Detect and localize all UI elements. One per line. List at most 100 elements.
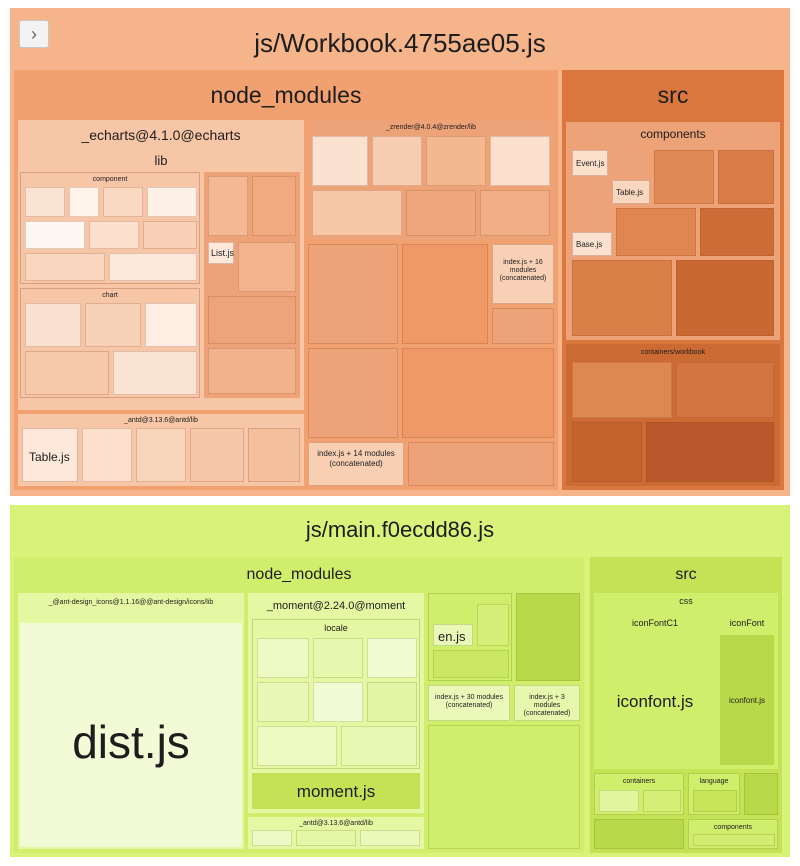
containers-folder[interactable]: containers — [594, 773, 684, 815]
module-cell[interactable] — [372, 136, 422, 186]
module-cell[interactable] — [25, 303, 81, 347]
iconfont-module[interactable]: iconfont.js — [720, 635, 774, 765]
module-cell[interactable] — [136, 428, 186, 482]
chart-folder[interactable]: chart — [20, 288, 200, 398]
module-cell[interactable] — [257, 682, 309, 722]
module-cell[interactable] — [25, 351, 109, 395]
module-cell[interactable] — [676, 260, 774, 336]
module-cluster[interactable] — [308, 244, 398, 344]
module-cell[interactable] — [103, 187, 143, 217]
module-cell[interactable] — [572, 260, 672, 336]
module-cell[interactable] — [700, 208, 774, 256]
antd-package[interactable]: _antd@3.13.6@antd/lib — [248, 817, 424, 849]
module-cell[interactable] — [147, 187, 197, 217]
module-cluster[interactable] — [402, 244, 488, 344]
src-group[interactable]: src css iconFontC1 iconfont.js iconFont … — [590, 557, 782, 853]
toggle-sidebar-button[interactable]: › — [19, 20, 49, 48]
module-cell[interactable] — [69, 187, 99, 217]
module-cell[interactable] — [693, 790, 737, 812]
module-cell[interactable] — [572, 362, 672, 418]
event-module[interactable]: Event.js — [572, 150, 608, 176]
module-cell[interactable] — [25, 187, 65, 217]
module-cluster[interactable] — [428, 725, 580, 849]
module-cluster[interactable] — [492, 308, 554, 344]
module-cell[interactable] — [252, 830, 292, 846]
module-cell[interactable] — [367, 638, 417, 678]
misc-folder[interactable]: List.js — [204, 172, 300, 398]
module-cell[interactable] — [109, 253, 197, 281]
moment-module[interactable]: moment.js — [252, 773, 420, 809]
module-cell[interactable] — [313, 638, 363, 678]
moment-package[interactable]: _moment@2.24.0@moment locale moment.js — [248, 593, 424, 813]
module-cell[interactable] — [113, 351, 197, 395]
iconfontc1-folder[interactable]: iconFontC1 iconfont.js — [596, 611, 714, 767]
module-cell[interactable] — [693, 834, 775, 846]
components-folder[interactable]: components — [688, 819, 778, 849]
module-cell[interactable] — [208, 348, 296, 394]
module-cell[interactable] — [145, 303, 197, 347]
module-cell[interactable] — [433, 650, 509, 678]
module-cluster[interactable] — [408, 442, 554, 486]
module-cell[interactable] — [312, 136, 368, 186]
css-folder[interactable]: css iconFontC1 iconfont.js iconFont icon… — [594, 593, 778, 769]
index16-module[interactable]: index.js + 16 modules (concatenated) — [492, 244, 554, 304]
containers-folder[interactable]: containers/workbook — [566, 344, 780, 486]
bundle-main[interactable]: js/main.f0ecdd86.js node_modules _@ant-d… — [10, 505, 790, 857]
module-cell[interactable] — [654, 150, 714, 204]
locale-folder[interactable]: locale — [252, 619, 420, 769]
components-folder[interactable]: components Event.js Table.js Base.js — [566, 122, 780, 340]
module-cell[interactable] — [257, 638, 309, 678]
module-cell[interactable] — [143, 221, 197, 249]
module-cell[interactable] — [426, 136, 486, 186]
en-module[interactable]: en.js — [433, 624, 473, 646]
index3-module[interactable]: index.js + 3 modules (concatenated) — [514, 685, 580, 721]
dist-module[interactable]: dist.js — [20, 623, 242, 847]
module-cell[interactable] — [676, 362, 774, 418]
base-module[interactable]: Base.js — [572, 232, 612, 256]
component-folder[interactable]: component — [20, 172, 200, 284]
module-cell[interactable] — [477, 604, 509, 646]
iconfont-folder[interactable]: iconFont iconfont.js — [718, 611, 776, 767]
module-cell[interactable] — [89, 221, 139, 249]
module-cell[interactable] — [480, 190, 550, 236]
module-cell[interactable] — [312, 190, 402, 236]
module-cell[interactable] — [406, 190, 476, 236]
icons-package[interactable]: _@ant-design_icons@1.1.16@@ant-design/ic… — [18, 593, 244, 849]
module-cell[interactable] — [313, 682, 363, 722]
module-cluster[interactable] — [402, 348, 554, 438]
module-cell[interactable] — [248, 428, 300, 482]
module-cell[interactable] — [257, 726, 337, 766]
module-cell[interactable] — [82, 428, 132, 482]
module-cell[interactable] — [85, 303, 141, 347]
table-module[interactable]: Table.js — [612, 180, 650, 204]
module-cell[interactable] — [208, 296, 296, 344]
antd-package[interactable]: _antd@3.13.6@antd/lib Table.js — [18, 414, 304, 486]
list-module[interactable]: List.js — [208, 242, 234, 264]
language-folder[interactable]: language — [688, 773, 740, 815]
module-cell[interactable] — [490, 136, 550, 186]
module-cell[interactable] — [646, 422, 774, 482]
bundle-workbook[interactable]: js/Workbook.4755ae05.js node_modules _ec… — [10, 8, 790, 496]
module-cluster[interactable] — [516, 593, 580, 681]
module-cluster[interactable] — [744, 773, 778, 815]
module-cell[interactable] — [572, 422, 642, 482]
zrender-package[interactable]: _zrender@4.0.4@zrender/lib — [308, 120, 554, 240]
module-cell[interactable] — [190, 428, 244, 482]
module-cell[interactable] — [341, 726, 417, 766]
module-cell[interactable] — [238, 242, 296, 292]
index14-module[interactable]: index.js + 14 modules (concatenated) — [308, 442, 404, 486]
module-cell[interactable] — [599, 790, 639, 812]
module-cell[interactable] — [718, 150, 774, 204]
module-cluster[interactable] — [594, 819, 684, 849]
module-cell[interactable] — [360, 830, 420, 846]
echarts-package[interactable]: _echarts@4.1.0@echarts lib component cha… — [18, 120, 304, 410]
module-cell[interactable] — [616, 208, 696, 256]
module-cell[interactable] — [367, 682, 417, 722]
module-cell[interactable] — [25, 221, 85, 249]
en-folder[interactable]: en.js — [428, 593, 512, 681]
index30-module[interactable]: index.js + 30 modules (concatenated) — [428, 685, 510, 721]
src-group[interactable]: src components Event.js Table.js Base.js… — [562, 70, 784, 490]
module-cluster[interactable] — [308, 348, 398, 438]
node-modules-group[interactable]: node_modules _@ant-design_icons@1.1.16@@… — [14, 557, 584, 853]
module-cell[interactable] — [25, 253, 105, 281]
